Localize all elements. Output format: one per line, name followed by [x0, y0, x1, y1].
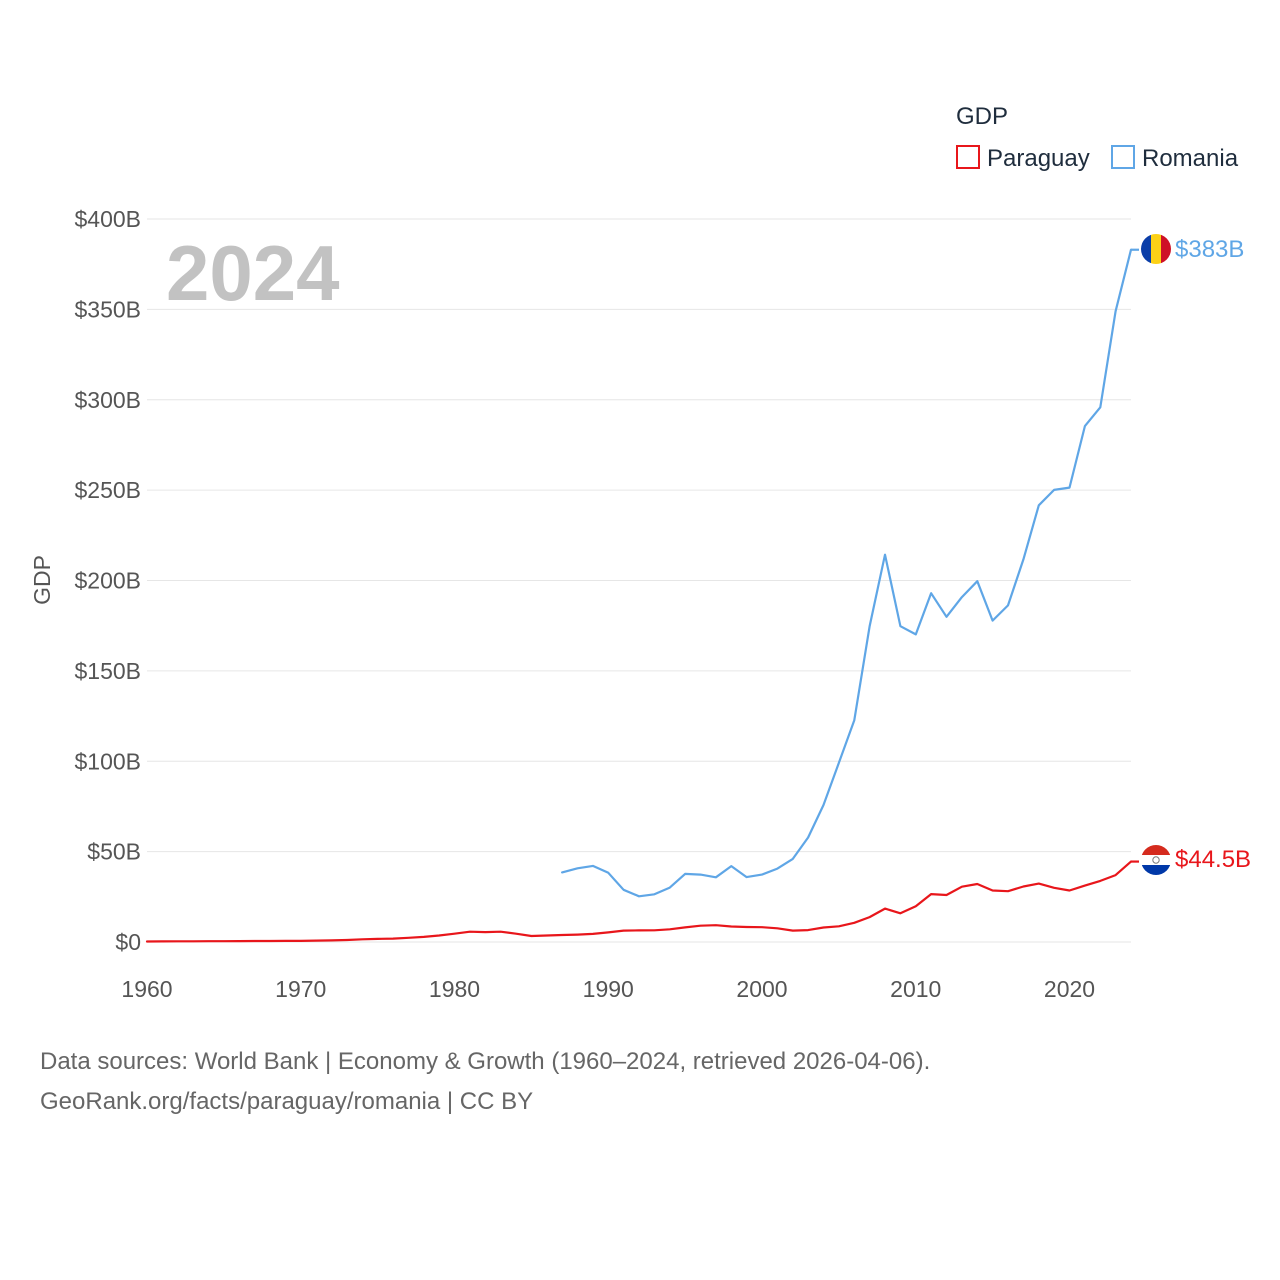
- x-tick-label: 2000: [736, 976, 787, 1002]
- y-tick-label: $300B: [74, 387, 141, 413]
- legend-label-romania[interactable]: Romania: [1142, 145, 1239, 172]
- y-tick-label: $0: [115, 929, 141, 955]
- romania-end-label: $383B: [1175, 236, 1244, 263]
- y-tick-label: $200B: [74, 568, 141, 594]
- x-axis-ticks: 1960 1970 1980 1990 2000 2010 2020: [121, 976, 1095, 1002]
- attribution-line: GeoRank.org/facts/paraguay/romania | CC …: [40, 1088, 534, 1115]
- year-label: 2024: [166, 229, 340, 317]
- series-lines: [145, 248, 1139, 943]
- legend-title: GDP: [956, 103, 1008, 130]
- y-tick-label: $150B: [74, 658, 141, 684]
- source-line: Data sources: World Bank | Economy & Gro…: [40, 1048, 931, 1075]
- y-tick-label: $50B: [87, 839, 141, 865]
- y-axis-label: GDP: [29, 555, 55, 605]
- y-tick-label: $100B: [74, 748, 141, 774]
- gridlines: [147, 218, 1131, 943]
- y-tick-label: $350B: [74, 296, 141, 322]
- legend: GDP Paraguay Romania: [956, 103, 1239, 172]
- source-footer: Data sources: World Bank | Economy & Gro…: [40, 1042, 930, 1122]
- romania-end-marker: $383B: [1141, 234, 1244, 264]
- y-tick-label: $400B: [74, 206, 141, 232]
- x-tick-label: 2010: [890, 976, 941, 1002]
- paraguay-flag-icon: [1141, 845, 1171, 875]
- x-tick-label: 1990: [583, 976, 634, 1002]
- romania-flag-icon: [1141, 234, 1171, 264]
- legend-swatch-romania[interactable]: [1111, 145, 1135, 169]
- x-tick-label: 1960: [121, 976, 172, 1002]
- y-axis-ticks: $0 $50B $100B $150B $200B $250B $300B $350B $400…: [74, 206, 141, 955]
- x-tick-label: 1980: [429, 976, 480, 1002]
- legend-label-paraguay[interactable]: Paraguay: [987, 145, 1090, 172]
- y-tick-label: $250B: [74, 477, 141, 503]
- legend-swatch-paraguay[interactable]: [956, 145, 980, 169]
- x-tick-label: 2020: [1044, 976, 1095, 1002]
- paraguay-end-label: $44.5B: [1175, 846, 1251, 873]
- series-line-paraguay: [145, 860, 1133, 943]
- paraguay-end-marker: $44.5B: [1141, 845, 1251, 875]
- series-line-romania: [560, 248, 1133, 898]
- x-tick-label: 1970: [275, 976, 326, 1002]
